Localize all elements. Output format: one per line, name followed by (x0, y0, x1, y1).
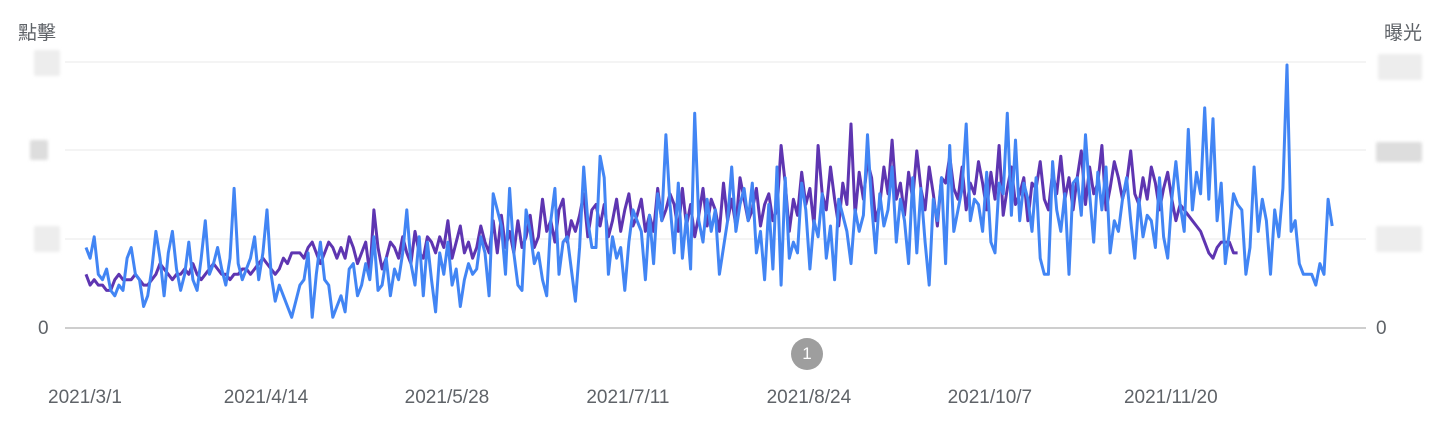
left-tick-redacted (34, 50, 60, 76)
left-tick-redacted (30, 140, 48, 160)
x-tick-label: 2021/8/24 (766, 387, 852, 408)
right-tick-redacted (1378, 54, 1422, 80)
gridlines (65, 61, 1366, 329)
right-tick-redacted (1376, 226, 1422, 252)
series-line-impressions (84, 63, 1334, 319)
left-tick-redacted (34, 226, 60, 252)
left-axis-title: 點擊 (18, 23, 57, 44)
right-axis-title: 曝光 (1384, 23, 1423, 44)
series-group (84, 63, 1334, 319)
x-tick-label: 2021/4/14 (223, 387, 309, 408)
annotation-marker[interactable]: 1 (791, 338, 823, 370)
right-tick-redacted (1376, 142, 1422, 162)
left-zero-tick: 0 (38, 318, 49, 339)
x-tick-label: 2021/5/28 (404, 387, 490, 408)
x-tick-label: 2021/10/7 (947, 387, 1033, 408)
x-tick-label: 2021/3/1 (48, 387, 122, 408)
right-zero-tick: 0 (1376, 318, 1387, 339)
x-tick-label: 2021/7/11 (586, 387, 670, 408)
x-tick-label: 2021/11/20 (1123, 387, 1218, 408)
